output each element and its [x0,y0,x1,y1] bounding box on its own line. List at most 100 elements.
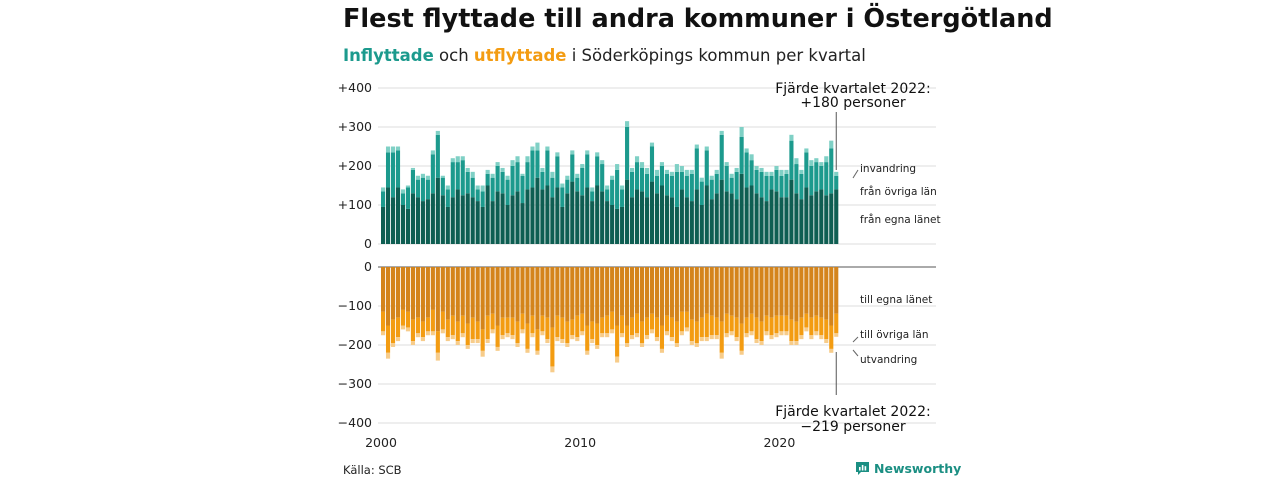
bar-segment [395,337,401,342]
bar-segment [445,185,450,190]
subtitle-connector: och [433,46,474,65]
bar-segment [425,179,430,200]
top-ytick-label: +300 [338,119,372,134]
bar-segment [520,313,525,330]
bottom-ytick-label: −300 [338,376,372,391]
bar-segment [590,321,595,340]
bar-segment [799,199,804,244]
bar-segment [475,189,480,202]
bar-segment [575,337,580,342]
bar-segment [669,197,674,244]
bar-segment [819,189,824,244]
bar-segment [390,267,396,320]
bar-segment [395,150,401,188]
bar-segment [774,267,779,316]
bar-segment [824,156,829,163]
bar-segment [460,160,465,196]
bar-segment [390,152,396,198]
brand-name: Newsworthy [874,461,962,476]
bar-segment [714,169,719,174]
top-annotation-line: Fjärde kvartalet 2022: [775,81,931,97]
bar-segment [684,311,689,328]
bar-segment [565,321,570,344]
bar-segment [575,315,580,338]
bar-segment [799,173,804,200]
bar-segment [390,146,396,153]
bar-segment [625,179,630,244]
bar-segment [630,317,635,336]
bar-segment [794,267,799,322]
bar-segment [555,315,560,338]
bar-segment [470,177,475,198]
bar-segment [381,311,386,332]
bar-segment [530,187,535,244]
bar-segment [719,321,724,353]
bar-segment [694,148,699,190]
bar-segment [400,267,406,310]
bar-segment [440,175,445,178]
bar-segment [679,311,684,332]
bar-segment [510,195,515,244]
bar-segment [829,348,834,353]
bar-segment [779,169,784,176]
bar-segment [759,341,764,345]
bar-segment [475,201,480,244]
bar-segment [649,313,655,330]
bar-segment [610,205,615,244]
top-series-label: invandring [860,163,916,175]
bar-segment [430,193,435,244]
bar-segment [515,162,520,192]
bar-segment [450,267,455,316]
bar-segment [784,267,789,316]
bottom-ytick-label: −400 [338,415,372,430]
bar-segment [699,337,704,342]
bar-segment [714,173,719,194]
bar-segment [744,148,749,153]
bar-segment [669,267,674,318]
bar-segment [615,164,620,170]
bar-segment [555,152,560,157]
bar-segment [560,183,565,188]
bar-segment [590,267,595,322]
chart-title: Flest flyttade till andra kommuner i Öst… [343,4,1053,34]
bar-segment [520,267,525,314]
bar-segment [570,335,575,340]
bar-segment [435,331,440,353]
bar-segment [445,267,450,320]
bar-segment [385,146,391,153]
bar-segment [495,346,500,351]
bar-segment [684,197,689,244]
bar-segment [664,195,669,244]
bar-segment [450,315,455,336]
bar-segment [525,162,530,190]
bar-segment [739,136,744,174]
bar-segment [824,267,829,320]
bar-segment [450,197,455,244]
bar-segment [724,162,729,166]
bar-segment [381,206,386,244]
bar-segment [769,175,774,190]
bar-segment [719,179,724,244]
bar-segment [809,267,814,318]
bar-segment [630,197,635,244]
bar-segment [749,185,754,244]
bar-segment [535,329,540,351]
bar-segment [580,167,585,196]
bar-segment [520,175,525,204]
bar-segment [724,313,729,334]
bar-segment [679,331,684,336]
bar-segment [440,177,445,196]
bar-segment [759,321,764,342]
bar-segment [460,267,465,316]
bar-segment [510,166,515,196]
top-ytick-label: +400 [338,80,372,95]
bar-segment [555,267,560,316]
bar-segment [480,267,485,330]
bar-segment [605,315,610,334]
bar-segment [515,191,520,244]
bar-segment [455,162,460,190]
bar-segment [485,185,490,244]
bar-segment [550,197,555,244]
bar-segment [769,171,774,176]
bar-segment [649,267,655,314]
